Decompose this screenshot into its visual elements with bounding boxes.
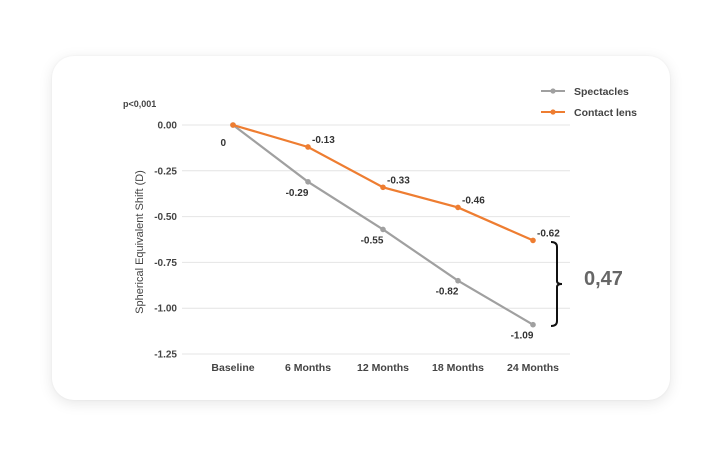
legend-item: Spectacles (541, 86, 629, 98)
legend-marker (550, 88, 556, 94)
data-label: -0.46 (462, 195, 485, 206)
line-chart: 0.00 -0.25 -0.50 -0.75 -1.00 -1.25 Baseline 6 … (123, 86, 637, 374)
data-point (380, 226, 386, 233)
y-tick-label: 0.00 (158, 121, 178, 132)
chart-card: 0.00 -0.25 -0.50 -0.75 -1.00 -1.25 Baseline 6 … (52, 56, 670, 400)
data-label: -0.13 (312, 135, 335, 146)
data-point (230, 122, 236, 128)
series-contact-lens: -0.13 -0.33 -0.46 -0.62 (230, 122, 560, 244)
data-point (305, 178, 311, 185)
data-label: -0.82 (436, 287, 459, 298)
data-label: -0.62 (537, 228, 560, 239)
data-point (530, 237, 536, 244)
y-tick-label: -1.25 (154, 350, 177, 361)
x-tick-label: Baseline (211, 362, 254, 374)
series: 0 -0.29 -0.55 -0.82 -1.09 -0.13 -0.33 -0.46 -0.6… (220, 122, 560, 342)
legend-marker (550, 109, 556, 115)
data-label: -0.55 (361, 235, 384, 246)
data-point (455, 277, 461, 284)
data-label: 0 (220, 138, 226, 149)
legend-label: Spectacles (574, 86, 629, 98)
y-axis-label: Spherical Equivalent Shift (D) (134, 170, 146, 314)
legend: Spectacles Contact lens (541, 86, 637, 119)
x-axis-ticks: Baseline 6 Months 12 Months 18 Months 24 Mon… (211, 362, 559, 374)
series-line (232, 123, 534, 242)
x-tick-label: 12 Months (357, 362, 409, 374)
difference-bracket (550, 241, 563, 327)
legend-item: Contact lens (541, 107, 637, 119)
y-tick-label: -0.75 (154, 258, 177, 269)
y-tick-label: -0.25 (154, 166, 177, 177)
gridlines (182, 124, 570, 355)
data-label: -0.29 (286, 188, 309, 199)
x-tick-label: 18 Months (432, 362, 484, 374)
x-tick-label: 6 Months (285, 362, 331, 374)
data-point (455, 204, 461, 211)
data-point (380, 184, 386, 191)
legend-label: Contact lens (574, 107, 637, 119)
series-spectacles: 0 -0.29 -0.55 -0.82 -1.09 (220, 122, 536, 342)
y-tick-label: -1.00 (154, 304, 177, 315)
difference-annotation: 0,47 (584, 268, 623, 290)
significance-annotation: p<0,001 (123, 99, 156, 109)
data-point (530, 321, 536, 328)
y-axis-ticks: 0.00 -0.25 -0.50 -0.75 -1.00 -1.25 (154, 121, 177, 361)
data-point (305, 144, 311, 150)
y-tick-label: -0.50 (154, 212, 177, 223)
series-line (232, 124, 534, 326)
x-tick-label: 24 Months (507, 362, 559, 374)
data-label: -0.33 (387, 175, 410, 186)
data-label: -1.09 (511, 331, 534, 342)
